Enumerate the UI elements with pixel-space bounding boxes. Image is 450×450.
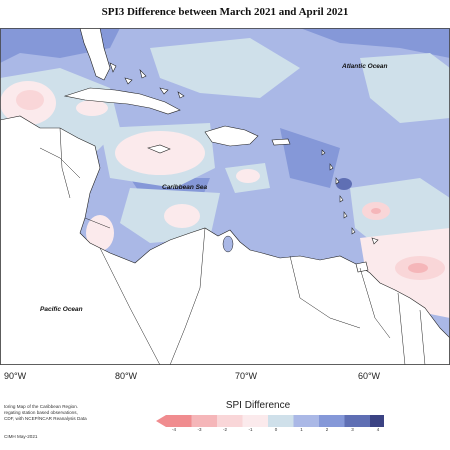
legend-title: SPI Difference <box>225 400 291 411</box>
legend-tick-label: 4 <box>376 427 380 432</box>
legend-tick-label: -3 <box>197 427 202 432</box>
dry-anomaly-region <box>164 204 200 228</box>
legend-swatch <box>191 415 217 427</box>
legend-tick-label: 1 <box>300 427 303 432</box>
credit-footer: CIMH May-2021 <box>4 434 38 439</box>
label-atlantic-ocean: Atlantic Ocean <box>341 63 388 70</box>
country-borders <box>39 127 426 365</box>
legend-tick-label: 2 <box>325 427 329 432</box>
dry-anomaly-region <box>408 263 428 273</box>
dry-anomaly-region <box>76 100 108 116</box>
near-zero-region <box>150 38 300 98</box>
legend-swatch <box>268 415 294 427</box>
legend-colorbar <box>156 415 384 427</box>
land-jamaica <box>147 144 171 154</box>
dry-anomaly-region <box>236 169 260 183</box>
lake-maracaibo <box>222 235 234 253</box>
lon-label-80w: 80°W <box>114 371 138 381</box>
credit-line: toring Map of the Caribbean Region. <box>4 404 79 409</box>
land-hispaniola <box>204 125 259 147</box>
credit-text: toring Map of the Caribbean Region. rega… <box>4 404 119 422</box>
land-bahamas <box>109 62 185 99</box>
legend-tick-label: 0 <box>274 427 278 432</box>
legend-tick-label: -4 <box>171 427 177 432</box>
credit-line: CDF, with NCEP/NCAR Reanalysis Data <box>4 416 87 421</box>
lon-label-90w: 90°W <box>4 371 27 381</box>
label-caribbean-sea: Caribbean Sea <box>162 184 208 191</box>
dark-blue-region <box>280 128 340 188</box>
legend-swatch <box>370 415 384 427</box>
legend-swatch <box>242 415 268 427</box>
deep-blue-spot <box>336 178 352 190</box>
legend-swatch <box>217 415 243 427</box>
lon-label-60w: 60°W <box>357 371 381 381</box>
map-title: SPI3 Difference between March 2021 and A… <box>101 6 349 18</box>
land-cuba <box>63 87 181 115</box>
spi-difference-map: Atlantic Ocean Caribbean Sea Pacific Oce… <box>0 28 450 365</box>
legend-swatch <box>293 415 319 427</box>
land-trinidad <box>355 261 369 273</box>
legend-swatch <box>156 415 192 427</box>
dry-anomaly-region <box>16 90 44 110</box>
dry-anomaly-region <box>371 208 381 214</box>
lon-label-70w: 70°W <box>234 371 258 381</box>
legend-tick-label: -1 <box>248 427 253 432</box>
legend-swatch <box>319 415 345 427</box>
land-puerto-rico <box>271 138 291 146</box>
legend-tick-label: -2 <box>222 427 228 432</box>
dry-anomaly-region <box>86 215 114 251</box>
legend-tick-label: 3 <box>351 427 354 432</box>
label-pacific-ocean: Pacific Ocean <box>40 306 83 313</box>
near-zero-region <box>360 53 450 123</box>
land-florida <box>79 28 111 81</box>
land-lesser-antilles <box>321 149 379 245</box>
credit-line: regating station based observations, <box>4 410 78 415</box>
legend-swatch <box>344 415 370 427</box>
dark-blue-region <box>300 28 450 58</box>
